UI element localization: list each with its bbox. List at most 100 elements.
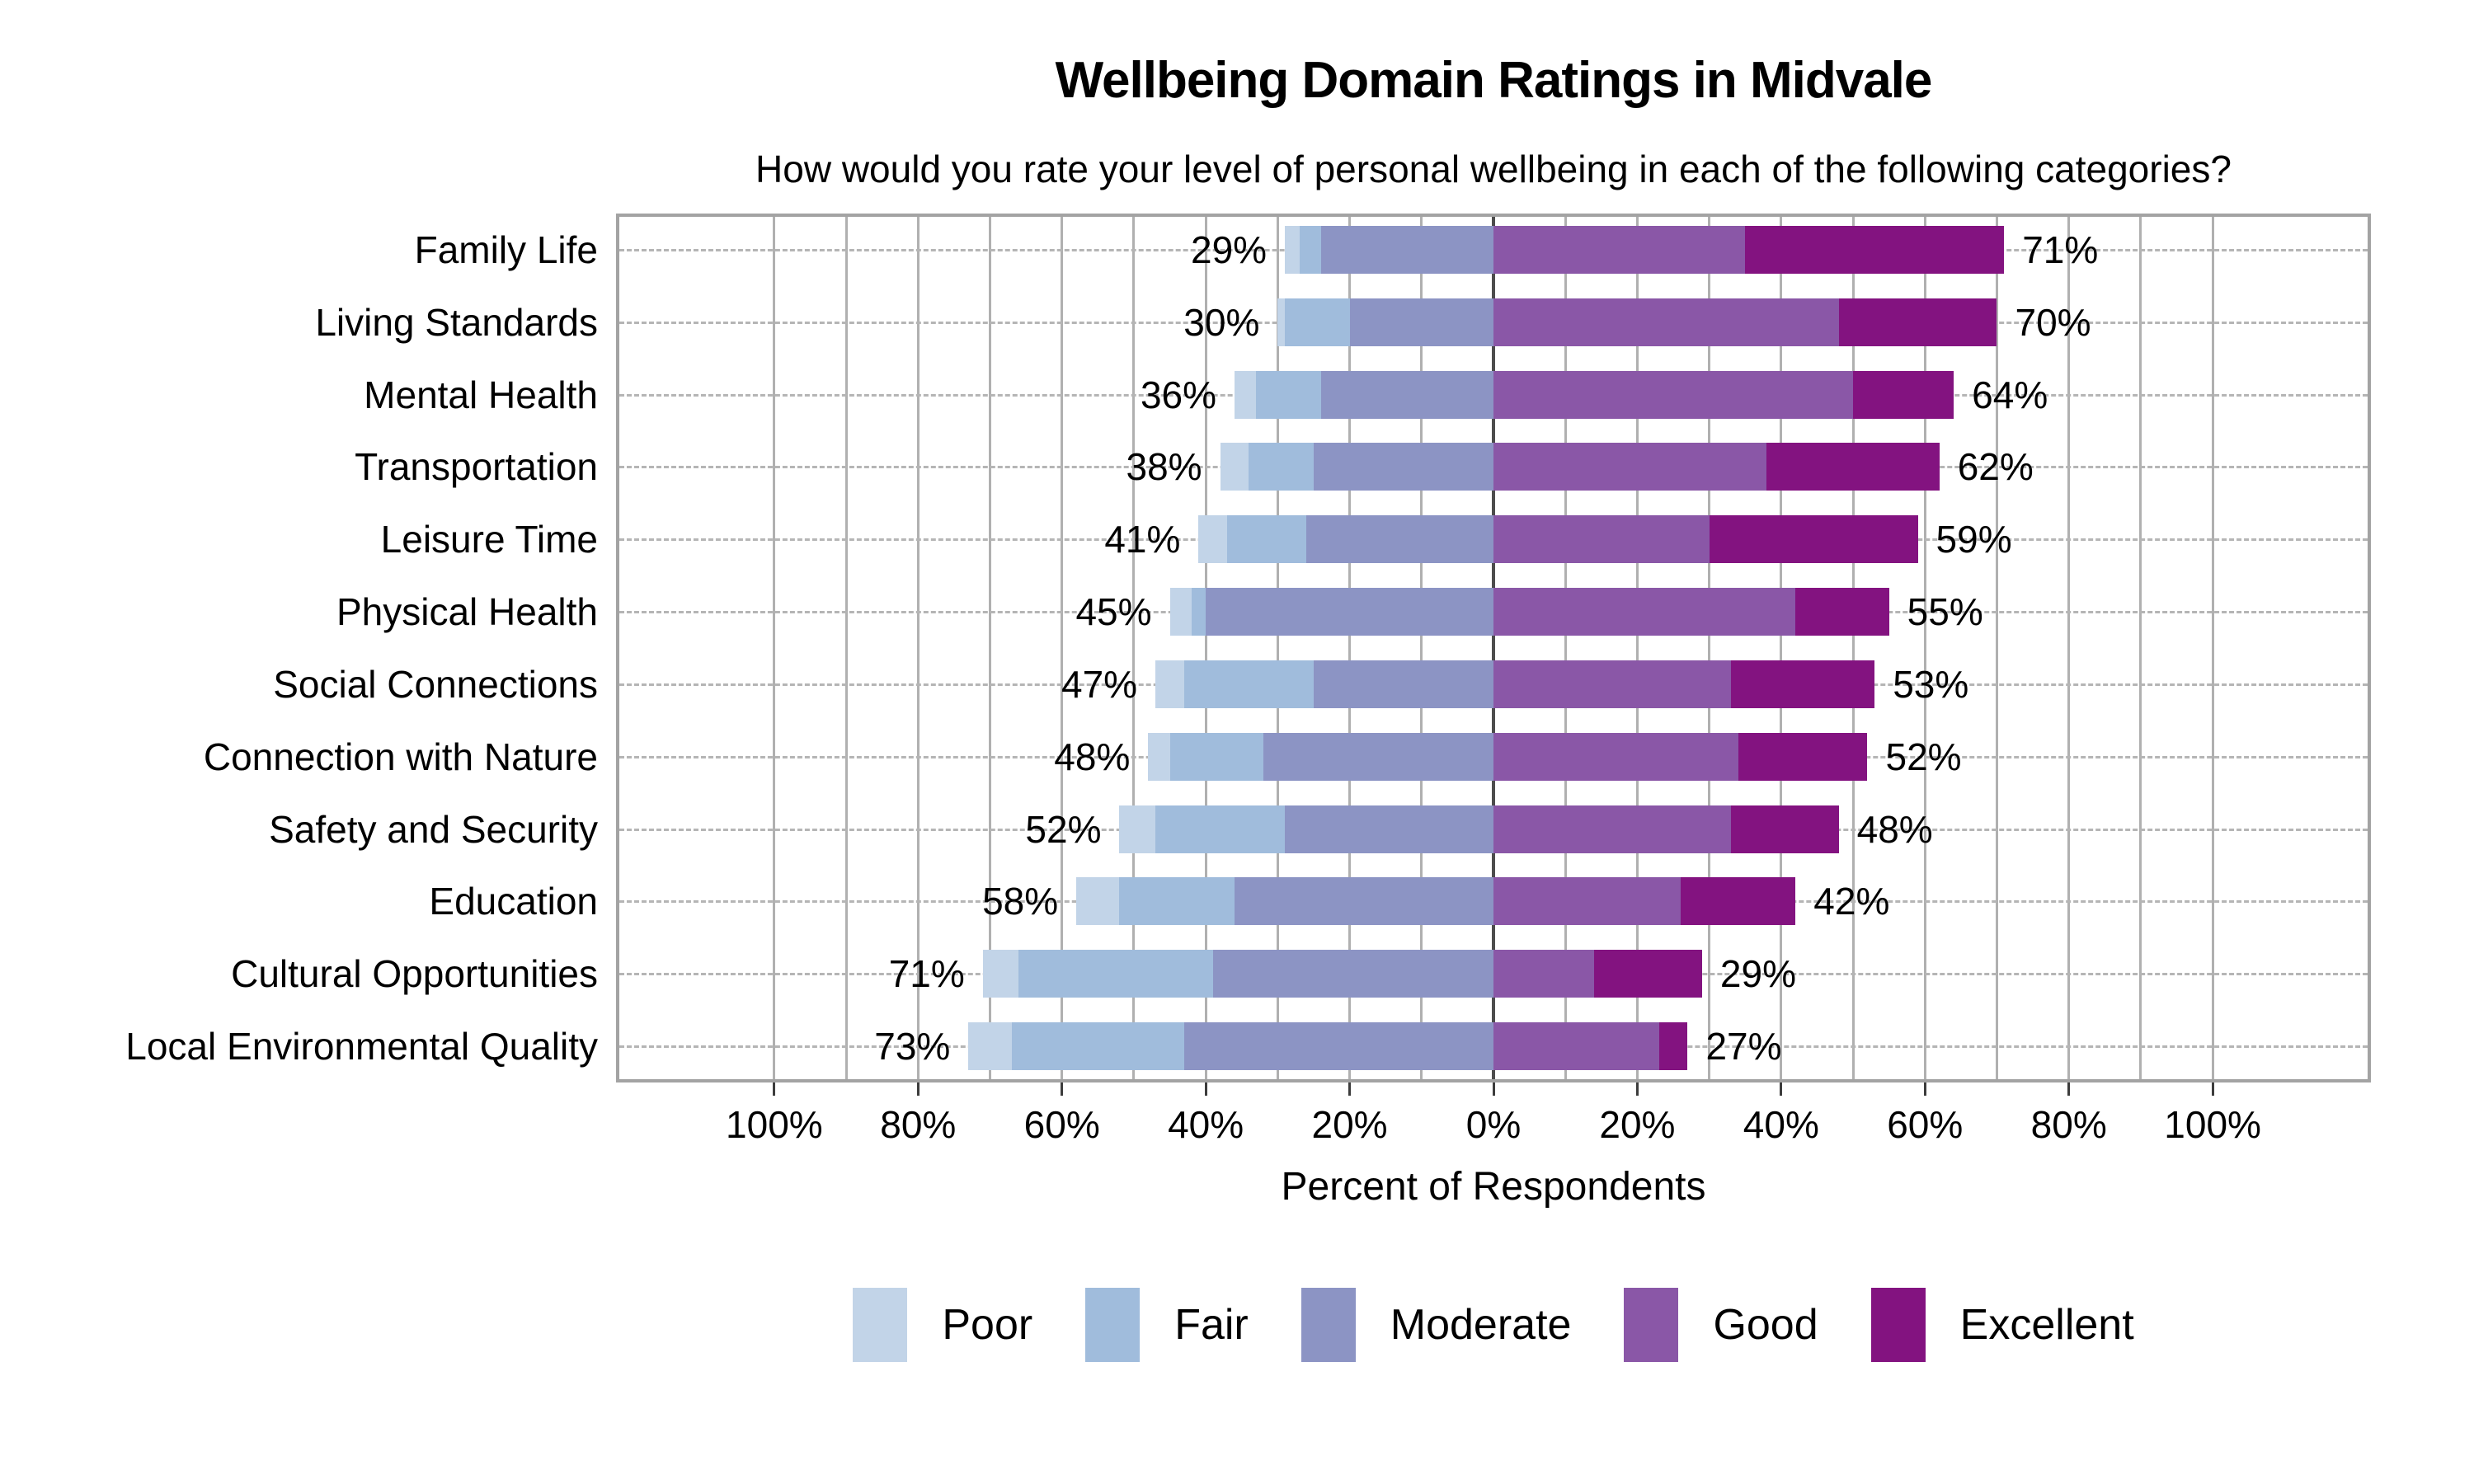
category-label: Mental Health [364, 373, 598, 416]
bar-segment-poor [1119, 805, 1156, 853]
legend: Poor Fair Moderate Good Excellent [330, 1288, 2474, 1362]
bar-segment-fair [1018, 950, 1213, 998]
bar-segment-good [1493, 805, 1731, 853]
x-axis-tick-label: 0% [1465, 1103, 1522, 1146]
bar-segment-excellent [1853, 370, 1954, 419]
x-axis-tick-label: 100% [2164, 1103, 2261, 1146]
x-axis-tick-label: 20% [1311, 1103, 1388, 1146]
x-axis-tick-label: 100% [726, 1103, 823, 1146]
vertical-gridline [1132, 214, 1136, 1082]
bar-segment-moderate [1183, 1022, 1493, 1071]
vertical-gridline [1923, 214, 1926, 1082]
left-total-label: 29% [1191, 228, 1268, 271]
vertical-gridline [1276, 214, 1279, 1082]
right-total-label: 64% [1972, 373, 2048, 416]
bar-segment-excellent [1838, 298, 1997, 346]
x-axis-tick [1492, 1082, 1495, 1096]
left-total-label: 36% [1140, 373, 1217, 416]
bar-segment-fair [1191, 588, 1206, 636]
bar-segment-fair [1256, 370, 1321, 419]
x-axis-tick [1635, 1082, 1639, 1096]
left-total-label: 48% [1054, 735, 1131, 778]
x-axis-tick [1204, 1082, 1207, 1096]
left-total-label: 73% [874, 1025, 951, 1068]
bar-segment-poor [1076, 877, 1120, 926]
left-total-label: 47% [1061, 662, 1138, 706]
left-total-label: 38% [1126, 445, 1202, 489]
bar-segment-excellent [1795, 588, 1889, 636]
category-label: Physical Health [336, 590, 598, 634]
chart-title: Wellbeing Domain Ratings in Midvale [1055, 52, 1933, 109]
bar-segment-excellent [1738, 732, 1868, 781]
legend-swatch-good [1624, 1288, 1679, 1362]
category-label: Safety and Security [269, 807, 598, 851]
x-axis-tick-label: 60% [1023, 1103, 1100, 1146]
legend-entry-poor: Poor [853, 1288, 1032, 1362]
vertical-gridline [1061, 214, 1064, 1082]
bar-segment-poor [1155, 660, 1184, 708]
left-total-label: 58% [982, 880, 1059, 923]
category-label: Leisure Time [380, 518, 598, 561]
bar-segment-fair [1299, 225, 1321, 274]
legend-entry-excellent: Excellent [1870, 1288, 2134, 1362]
bar-segment-good [1493, 515, 1710, 564]
category-label: Family Life [414, 228, 598, 271]
bar-segment-fair [1183, 660, 1314, 708]
bar-segment-moderate [1212, 950, 1493, 998]
bar-segment-good [1493, 370, 1854, 419]
vertical-gridline [773, 214, 776, 1082]
right-total-label: 59% [1935, 518, 2012, 561]
bar-segment-good [1493, 950, 1595, 998]
legend-entry-fair: Fair [1085, 1288, 1249, 1362]
vertical-gridline [2139, 214, 2142, 1082]
bar-segment-excellent [1766, 443, 1940, 491]
vertical-gridline [2211, 214, 2214, 1082]
legend-label: Moderate [1390, 1301, 1572, 1349]
left-total-label: 52% [1025, 807, 1102, 851]
right-total-label: 53% [1893, 662, 1969, 706]
bar-segment-moderate [1313, 660, 1493, 708]
zero-gridline [1492, 214, 1495, 1082]
bar-segment-excellent [1680, 877, 1796, 926]
category-label: Cultural Opportunities [231, 952, 598, 996]
bar-segment-good [1493, 298, 1839, 346]
vertical-gridline [1780, 214, 1783, 1082]
bar-segment-moderate [1206, 588, 1493, 636]
vertical-gridline [1204, 214, 1207, 1082]
bar-segment-moderate [1349, 298, 1493, 346]
vertical-gridline [1851, 214, 1855, 1082]
bar-segment-poor [1169, 588, 1192, 636]
x-axis-tick [1780, 1082, 1783, 1096]
legend-swatch-fair [1085, 1288, 1141, 1362]
bar-segment-excellent [1730, 660, 1875, 708]
x-axis-tick-label: 80% [2030, 1103, 2107, 1146]
vertical-gridline [989, 214, 991, 1082]
bar-segment-excellent [1745, 225, 2005, 274]
bar-segment-poor [1285, 225, 1300, 274]
bar-segment-moderate [1320, 225, 1493, 274]
bar-segment-good [1493, 1022, 1659, 1071]
x-axis-tick [1348, 1082, 1352, 1096]
category-label: Education [429, 880, 598, 923]
bar-segment-poor [1235, 370, 1257, 419]
bar-segment-poor [1277, 298, 1286, 346]
left-total-label: 30% [1183, 300, 1260, 344]
right-total-label: 29% [1719, 952, 1796, 996]
vertical-gridline [1635, 214, 1639, 1082]
bar-segment-poor [1148, 732, 1170, 781]
legend-label: Good [1713, 1301, 1818, 1349]
x-axis-tick-label: 40% [1168, 1103, 1244, 1146]
right-total-label: 71% [2022, 228, 2099, 271]
bar-segment-poor [1198, 515, 1228, 564]
x-axis-tick-label: 60% [1887, 1103, 1964, 1146]
vertical-gridline [1708, 214, 1711, 1082]
legend-swatch-moderate [1300, 1288, 1356, 1362]
bar-segment-moderate [1285, 805, 1493, 853]
x-axis-tick-label: 40% [1743, 1103, 1819, 1146]
vertical-gridline [1995, 214, 1998, 1082]
bar-segment-fair [1011, 1022, 1184, 1071]
legend-entry-good: Good [1624, 1288, 1818, 1362]
vertical-gridline [1348, 214, 1352, 1082]
bar-segment-poor [1220, 443, 1249, 491]
